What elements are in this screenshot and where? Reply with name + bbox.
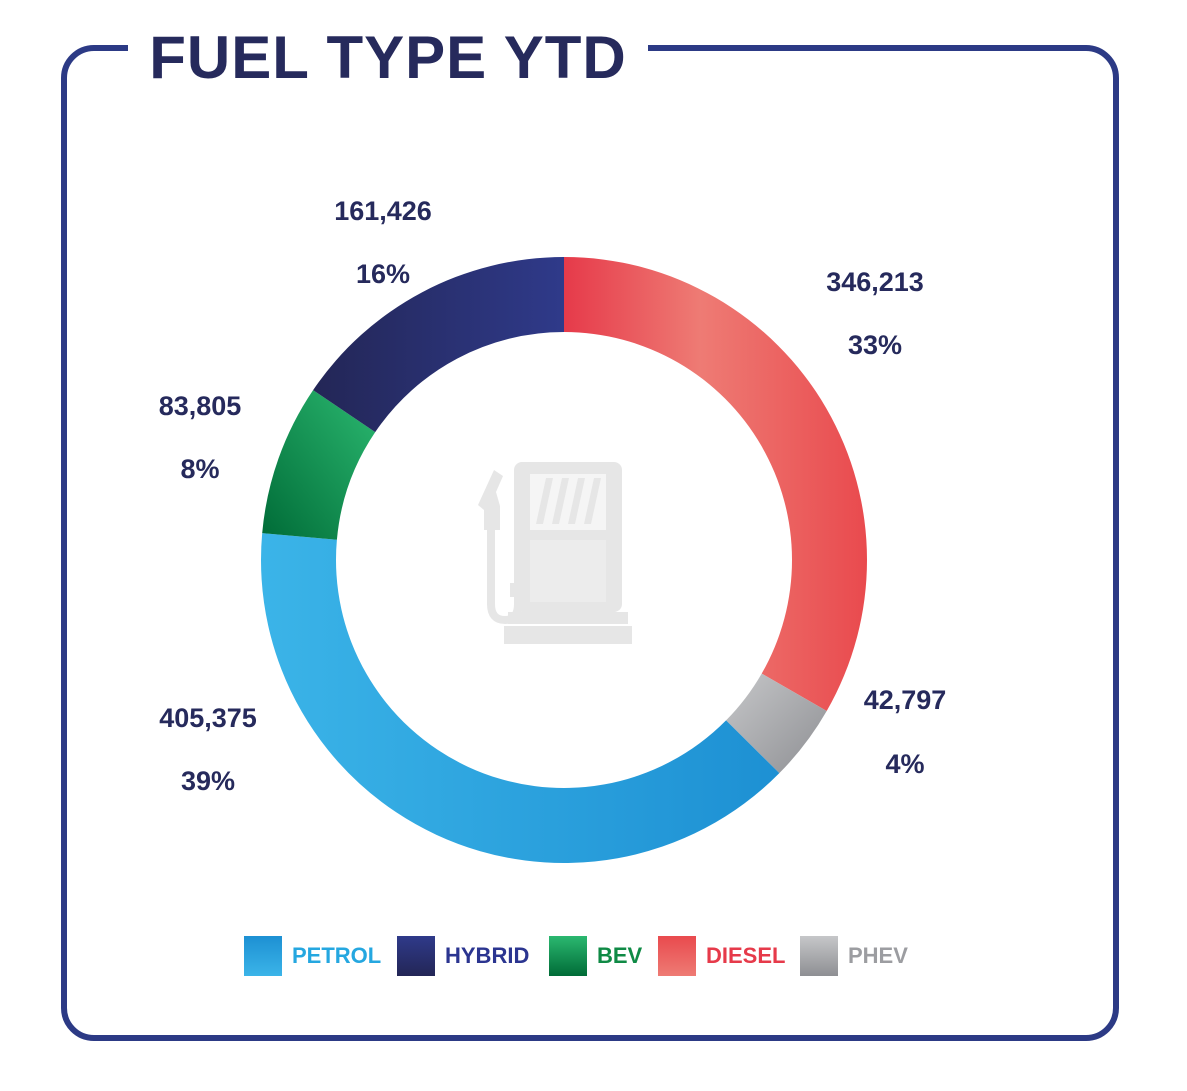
percent-label-diesel: 33% xyxy=(848,330,902,360)
legend-label-petrol: PETROL xyxy=(292,943,382,968)
legend-item-hybrid: HYBRID xyxy=(397,934,529,978)
percent-label-hybrid: 16% xyxy=(356,259,410,289)
value-label-petrol: 405,375 xyxy=(159,703,257,733)
legend-swatch-diesel xyxy=(658,936,696,976)
chart-title: FUEL TYPE YTD xyxy=(128,18,648,98)
legend-item-petrol: PETROL xyxy=(244,934,381,978)
slice-bev xyxy=(262,390,376,540)
value-label-bev: 83,805 xyxy=(159,391,242,421)
legend-swatch-bev xyxy=(549,936,587,976)
legend-label-diesel: DIESEL xyxy=(706,943,786,968)
legend-label-hybrid: HYBRID xyxy=(445,943,530,968)
legend-item-bev: BEV xyxy=(549,934,642,978)
percent-label-phev: 4% xyxy=(885,749,924,779)
percent-label-petrol: 39% xyxy=(181,766,235,796)
value-label-diesel: 346,213 xyxy=(826,267,924,297)
legend-item-phev: PHEV xyxy=(800,934,908,978)
slice-petrol xyxy=(261,533,780,864)
slice-diesel xyxy=(564,257,867,711)
value-label-hybrid: 161,426 xyxy=(334,196,432,226)
legend-label-phev: PHEV xyxy=(848,943,908,968)
legend-swatch-hybrid xyxy=(397,936,435,976)
slice-hybrid xyxy=(313,257,564,433)
legend-item-diesel: DIESEL xyxy=(658,934,785,978)
legend-swatch-phev xyxy=(800,936,838,976)
legend-swatch-petrol xyxy=(244,936,282,976)
legend-label-bev: BEV xyxy=(597,943,643,968)
slice-phev xyxy=(726,673,827,774)
legend: PETROL HYBRID BEV DIESEL PHEV xyxy=(0,934,1187,978)
fuel-pump-icon xyxy=(478,462,632,644)
percent-label-bev: 8% xyxy=(180,454,219,484)
value-label-phev: 42,797 xyxy=(864,685,947,715)
